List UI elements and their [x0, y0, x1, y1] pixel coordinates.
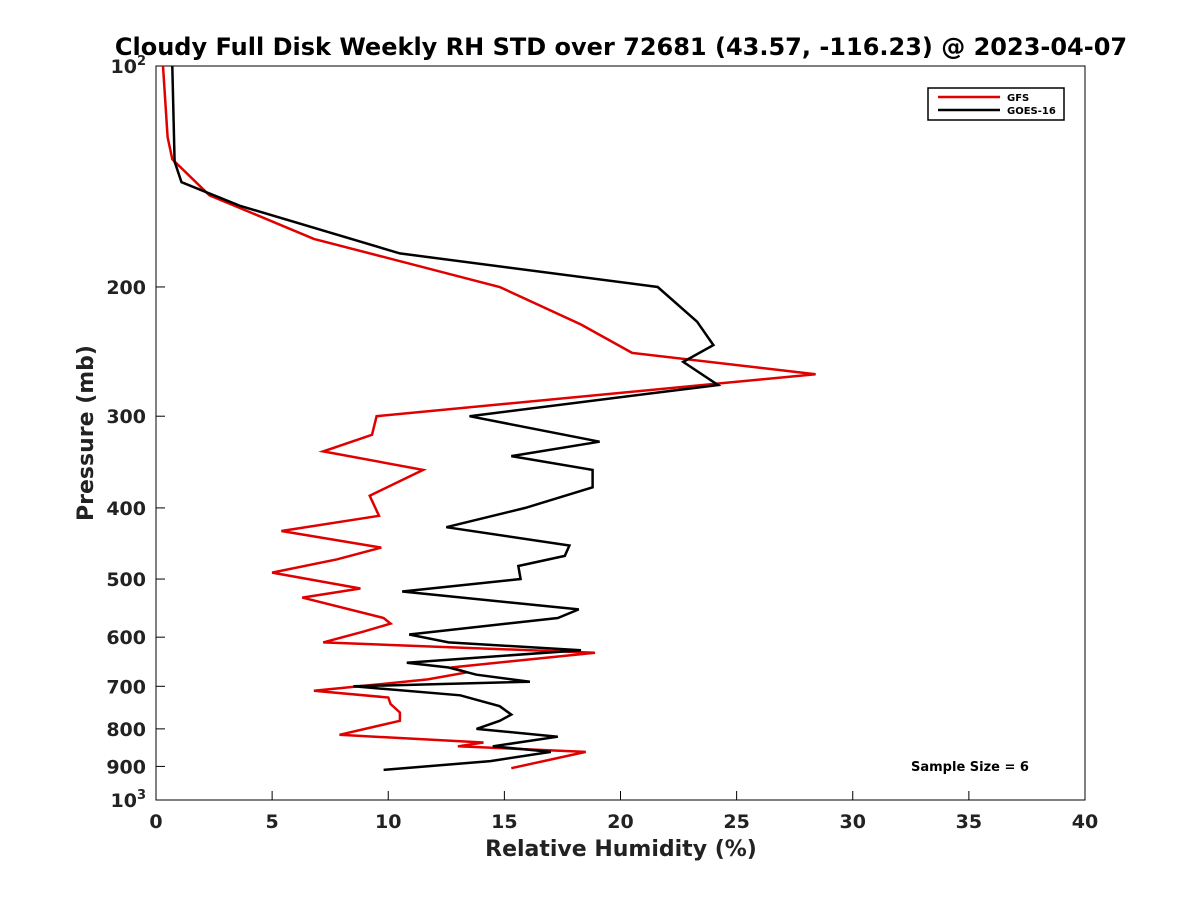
legend-label-goes-16: GOES-16	[1007, 106, 1056, 117]
x-tick-label-8: 40	[1072, 811, 1098, 833]
y-tick-label-5: 600	[106, 627, 146, 649]
y-tick-label-2: 300	[106, 406, 146, 428]
plot-frame	[155, 65, 1086, 801]
series-line-goes-16	[171, 65, 722, 772]
y-tick-label-4: 500	[106, 569, 146, 591]
y-tick-label-1: 200	[106, 277, 146, 299]
y-axis: 102 200 300 400 500 600 700 800 900 103	[106, 54, 165, 812]
y-tick-label-3: 400	[106, 498, 146, 520]
x-tick-label-4: 20	[607, 811, 633, 833]
y-axis-label: Pressure (mb)	[74, 345, 99, 521]
legend-label-gfs: GFS	[1007, 93, 1029, 104]
x-axis: 0 5 10 15 20 25 30 35 40	[149, 791, 1098, 833]
legend-box	[927, 87, 1065, 121]
series-layer	[161, 65, 816, 772]
x-tick-label-3: 15	[491, 811, 517, 833]
x-tick-label-0: 0	[149, 811, 162, 833]
chart-title: Cloudy Full Disk Weekly RH STD over 7268…	[115, 33, 1127, 61]
series-line-gfs	[161, 65, 816, 770]
x-tick-label-2: 10	[375, 811, 401, 833]
x-axis-label: Relative Humidity (%)	[485, 837, 757, 862]
y-tick-label-7: 800	[106, 719, 146, 741]
y-tick-label-8: 900	[106, 756, 146, 778]
y-tick-label-9: 103	[111, 788, 147, 812]
x-tick-label-7: 35	[956, 811, 982, 833]
x-tick-label-6: 30	[840, 811, 866, 833]
x-tick-label-5: 25	[723, 811, 749, 833]
y-tick-label-6: 700	[106, 676, 146, 698]
y-tick-label-0: 102	[111, 54, 147, 78]
sample-size-annotation: Sample Size = 6	[911, 760, 1029, 775]
legend: GFS GOES-16	[927, 87, 1065, 121]
x-tick-label-1: 5	[266, 811, 279, 833]
